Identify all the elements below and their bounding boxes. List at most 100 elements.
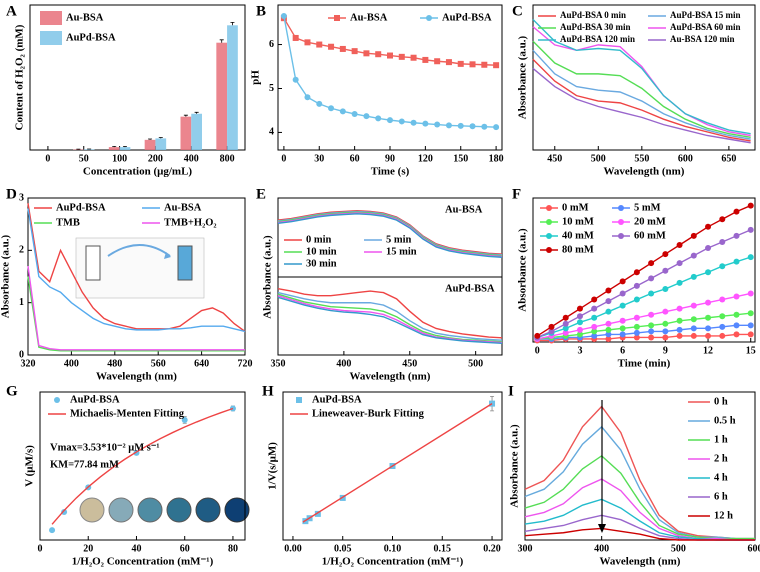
legend-label: AuPd-BSA 60 min	[670, 22, 741, 32]
petri-dishes	[79, 497, 250, 523]
legend-label: 1 h	[714, 434, 728, 445]
marker	[719, 238, 726, 245]
x-tick-label: 500	[671, 543, 686, 554]
legend-label: TMB	[56, 217, 80, 228]
y-tick-label: 3	[19, 192, 24, 203]
x-tick-label: 150	[453, 153, 468, 164]
panel-label: H	[262, 383, 274, 399]
legend-label: AuPd-BSA	[312, 394, 362, 405]
marker	[733, 311, 740, 318]
marker	[719, 296, 726, 303]
marker	[719, 216, 726, 223]
x-tick-label: 650	[721, 153, 736, 164]
inset-arrowhead	[164, 252, 171, 259]
marker	[633, 269, 640, 276]
x-tick-label: 0.10	[384, 543, 402, 554]
series-line	[532, 67, 751, 144]
x-tick-label: 320	[21, 358, 36, 369]
y-axis-label: Absorbance (a.u.)	[262, 235, 274, 319]
marker	[619, 302, 626, 309]
x-tick-label: 20	[83, 543, 93, 554]
series-line	[277, 212, 503, 258]
marker	[633, 282, 640, 289]
series-line	[532, 49, 751, 140]
marker	[422, 120, 429, 127]
marker	[719, 323, 726, 330]
series-line	[27, 276, 245, 352]
marker	[605, 326, 612, 333]
x-tick-label: 6	[620, 345, 625, 356]
series-line	[537, 256, 751, 339]
marker	[591, 332, 598, 339]
marker	[445, 59, 452, 66]
legend-label: 6 h	[714, 491, 728, 502]
legend-swatch	[40, 11, 62, 25]
series-line	[532, 40, 751, 139]
marker	[292, 76, 299, 83]
plot-frame	[39, 391, 246, 541]
x-axis-label: Time (s)	[371, 166, 410, 178]
dish	[166, 497, 192, 523]
marker	[605, 335, 612, 342]
marker	[662, 285, 669, 292]
marker	[445, 122, 452, 129]
marker	[676, 260, 683, 267]
marker	[705, 223, 712, 230]
legend-label: 0.5 h	[714, 415, 736, 426]
y-axis-label: Absorbance (a.u.)	[0, 234, 12, 318]
marker	[469, 123, 476, 130]
marker	[747, 322, 754, 329]
marker	[648, 334, 655, 341]
legend-label: Au-BSA	[164, 202, 202, 213]
x-axis-label: Concentration (μg/mL)	[83, 166, 193, 178]
series-line	[537, 333, 751, 342]
x-tick-label: 30	[314, 153, 324, 164]
marker	[690, 273, 697, 280]
marker	[605, 308, 612, 315]
x-tick-label: 0.15	[434, 543, 452, 554]
legend-label: 60 mM	[634, 230, 666, 241]
y-axis-label: Content of H₂O₂ (mM)	[14, 24, 26, 130]
dish	[108, 497, 134, 523]
panel-label: B	[256, 3, 266, 19]
plot-frame	[524, 391, 756, 541]
x-axis-label: Wavelength (nm)	[96, 371, 177, 383]
marker	[481, 123, 488, 130]
marker	[304, 39, 311, 46]
marker	[747, 290, 754, 297]
legend-swatch	[40, 31, 62, 45]
y-tick-label: 4	[269, 127, 274, 138]
x-tick-label: 3	[577, 345, 582, 356]
marker	[733, 232, 740, 239]
inset-arrow	[107, 244, 171, 257]
x-tick-label: 60	[180, 543, 190, 554]
marker	[229, 405, 236, 412]
marker	[690, 252, 697, 259]
marker	[705, 314, 712, 321]
marker	[339, 45, 346, 52]
x-tick-label: 0.20	[483, 543, 501, 554]
x-tick-label: 640	[194, 358, 209, 369]
arrowhead	[598, 524, 606, 533]
marker	[576, 313, 583, 320]
x-axis-label: 1/H₂O₂ Concentration (mM⁻¹)	[72, 556, 214, 568]
error-bar	[112, 145, 117, 148]
marker	[648, 260, 655, 267]
legend-marker	[546, 219, 552, 225]
marker	[648, 328, 655, 335]
marker	[292, 34, 299, 41]
x-tick-label: 60	[350, 153, 360, 164]
series-line	[277, 210, 503, 256]
marker	[690, 232, 697, 239]
y-axis-label: Absorbance (a.u.)	[509, 424, 521, 508]
legend-label: Au-BSA 120 min	[670, 34, 735, 44]
y-tick-label: 2	[19, 245, 24, 256]
legend-label: 80 mM	[562, 244, 594, 255]
series-line	[537, 292, 751, 340]
marker	[591, 314, 598, 321]
marker	[705, 269, 712, 276]
legend-marker	[618, 205, 624, 211]
marker	[316, 41, 323, 48]
legend-label: 0 h	[714, 396, 728, 407]
plot-frame	[532, 4, 756, 151]
